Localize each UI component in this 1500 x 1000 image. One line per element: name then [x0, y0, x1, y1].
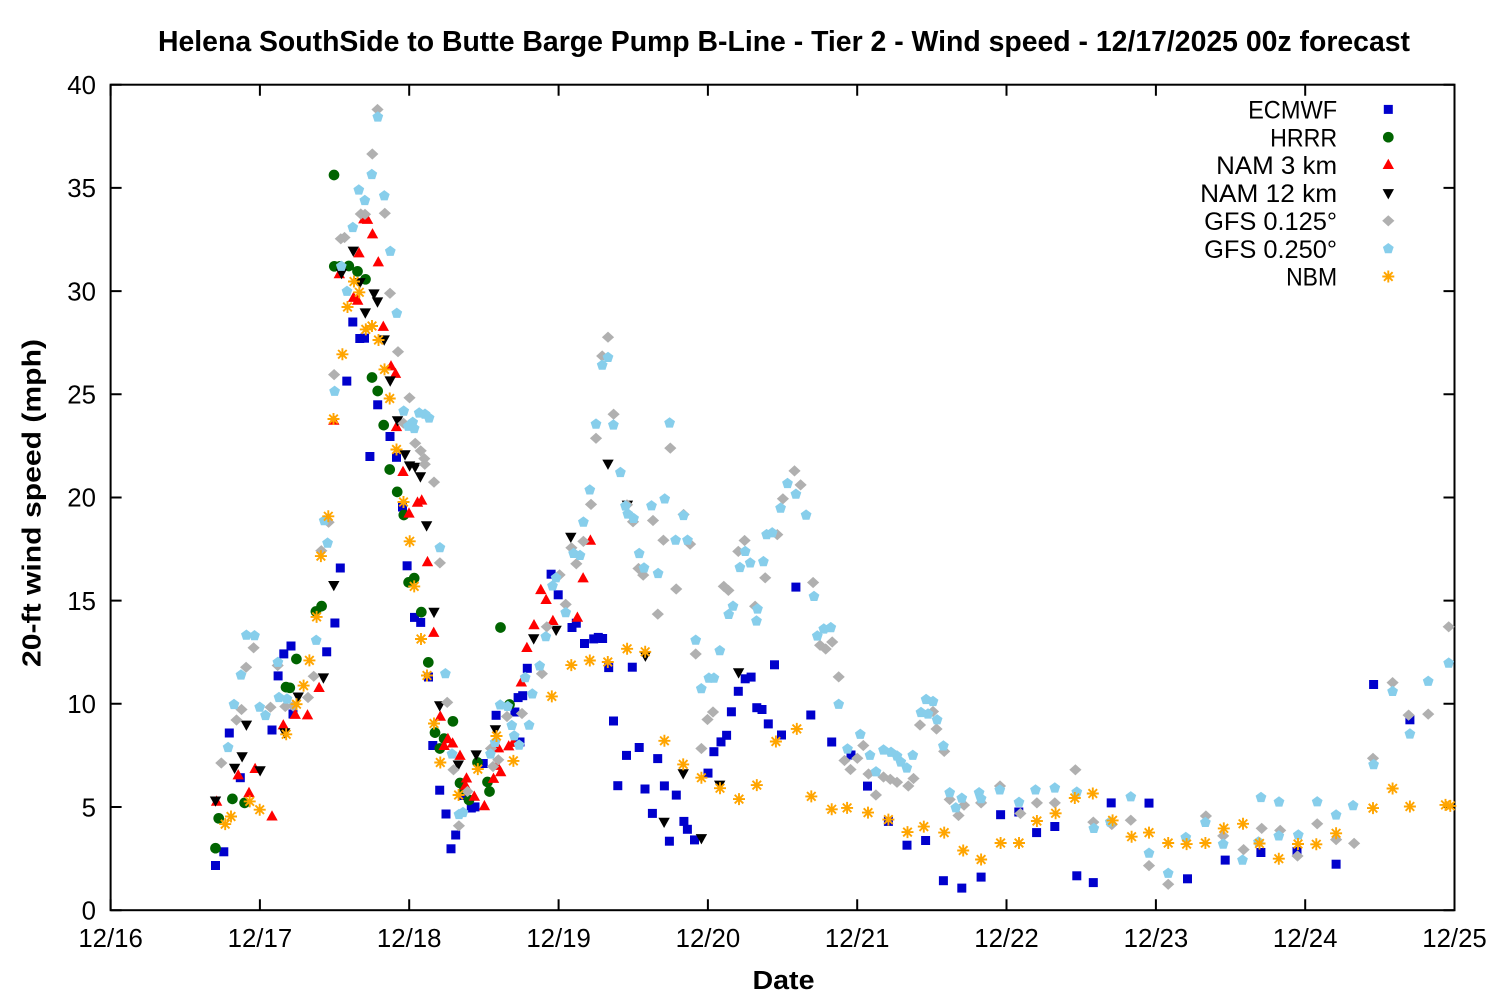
svg-text:15: 15	[67, 588, 96, 616]
svg-text:Helena SouthSide to Butte Barg: Helena SouthSide to Butte Barge Pump B-L…	[158, 26, 1411, 58]
svg-text:20: 20	[67, 485, 96, 513]
svg-text:NAM 12 km: NAM 12 km	[1200, 180, 1337, 208]
svg-text:12/24: 12/24	[1273, 925, 1338, 953]
svg-text:GFS 0.125°: GFS 0.125°	[1204, 208, 1337, 236]
svg-text:0: 0	[82, 898, 96, 926]
svg-text:5: 5	[82, 794, 96, 822]
svg-text:12/16: 12/16	[78, 925, 143, 953]
svg-text:20-ft wind speed (mph): 20-ft wind speed (mph)	[16, 339, 46, 667]
svg-text:12/22: 12/22	[974, 925, 1039, 953]
svg-text:35: 35	[67, 175, 96, 203]
svg-text:25: 25	[67, 382, 96, 410]
svg-text:HRRR: HRRR	[1270, 124, 1337, 152]
svg-text:12/23: 12/23	[1124, 925, 1189, 953]
svg-text:ECMWF: ECMWF	[1248, 97, 1337, 125]
svg-text:NAM 3 km: NAM 3 km	[1216, 152, 1337, 180]
svg-text:NBM: NBM	[1286, 264, 1337, 292]
svg-text:Date: Date	[753, 967, 815, 995]
svg-text:GFS 0.250°: GFS 0.250°	[1204, 236, 1337, 264]
svg-text:12/18: 12/18	[377, 925, 442, 953]
svg-text:12/25: 12/25	[1422, 925, 1487, 953]
svg-text:30: 30	[67, 278, 96, 306]
svg-text:40: 40	[67, 72, 96, 100]
svg-text:10: 10	[67, 691, 96, 719]
svg-text:12/20: 12/20	[676, 925, 741, 953]
svg-text:12/17: 12/17	[228, 925, 293, 953]
svg-text:12/21: 12/21	[825, 925, 890, 953]
svg-text:12/19: 12/19	[526, 925, 591, 953]
